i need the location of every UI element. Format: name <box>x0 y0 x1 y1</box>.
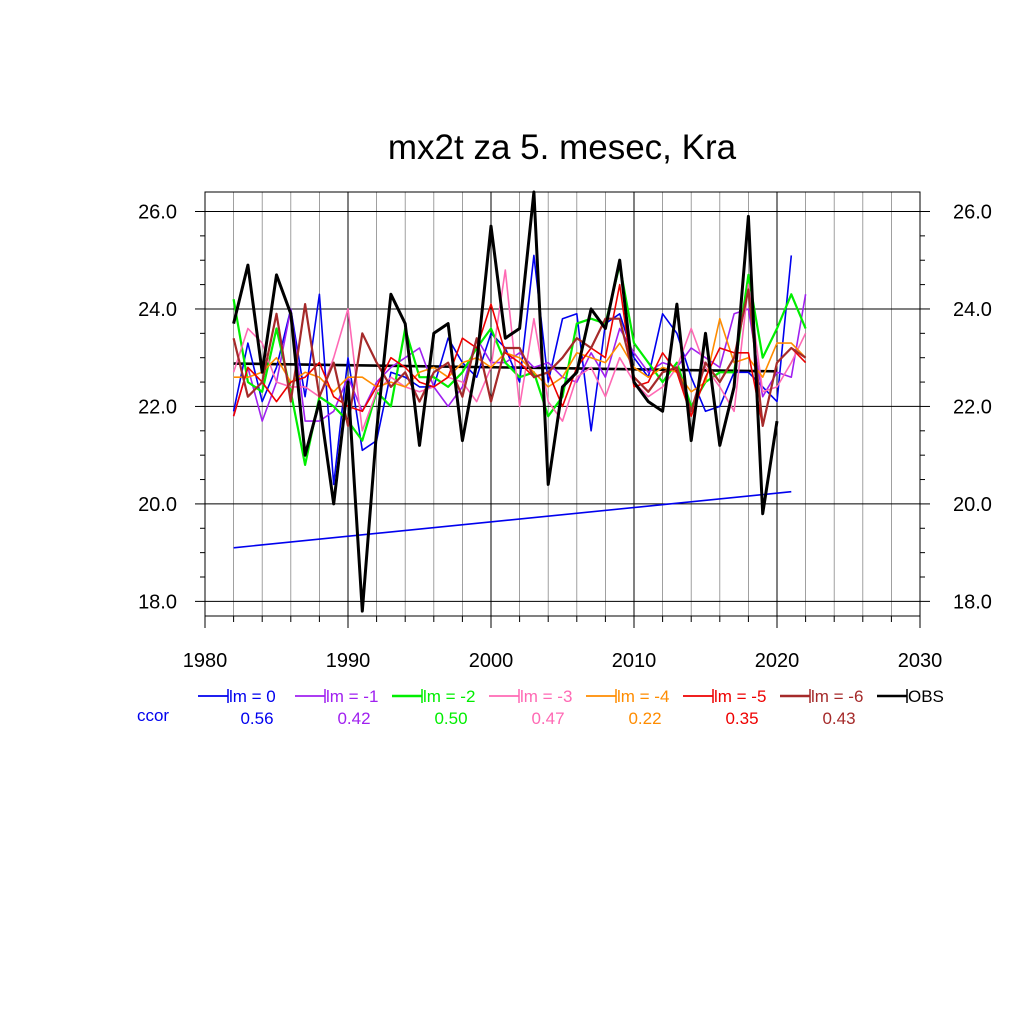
legend-ccor-4: 0.22 <box>628 709 661 728</box>
legend-ccor-6: 0.43 <box>822 709 855 728</box>
y-tick-label-right: 22.0 <box>953 396 992 418</box>
legend-label-6: lm = -6 <box>811 687 863 706</box>
legend-label-7: OBS <box>908 687 944 706</box>
legend-ccor-3: 0.47 <box>531 709 564 728</box>
grid <box>205 192 921 616</box>
x-tick-label: 1980 <box>183 650 228 672</box>
legend-ccor-1: 0.42 <box>337 709 370 728</box>
legend-label-3: lm = -3 <box>520 687 572 706</box>
tick-labels: 1980 1990 2000 2010 2020 2030 18.0 18.0 20.0 20.0… <box>138 201 992 672</box>
legend-ccor-5: 0.35 <box>725 709 758 728</box>
series-line-7 <box>232 190 779 613</box>
chart-title: mx2t za 5. mesec, Kra <box>388 128 737 167</box>
x-tick-label: 2000 <box>469 650 514 672</box>
series-lines <box>232 190 807 613</box>
ccor-label: ccor <box>137 706 169 725</box>
x-tick-label: 2010 <box>612 650 657 672</box>
legend: ccor lm = 0 0.56 lm = -1 0.42 lm = -2 0.50 lm … <box>137 687 944 728</box>
y-tick-label-right: 26.0 <box>953 201 992 223</box>
y-tick-label: 20.0 <box>138 494 177 516</box>
y-tick-label: 26.0 <box>138 201 177 223</box>
legend-label-5: lm = -5 <box>714 687 766 706</box>
y-tick-label-right: 24.0 <box>953 299 992 321</box>
axis-ticks <box>195 210 930 628</box>
legend-label-2: lm = -2 <box>423 687 475 706</box>
x-tick-label: 1990 <box>326 650 371 672</box>
y-tick-label: 22.0 <box>138 396 177 418</box>
trend-line-0 <box>233 490 792 549</box>
plot-frame <box>204 191 921 617</box>
y-tick-label: 18.0 <box>138 591 177 613</box>
y-tick-label: 24.0 <box>138 299 177 321</box>
x-tick-label: 2030 <box>898 650 943 672</box>
y-tick-label-right: 18.0 <box>953 591 992 613</box>
legend-label-4: lm = -4 <box>617 687 669 706</box>
legend-ccor-0: 0.56 <box>240 709 273 728</box>
trend-lines <box>233 362 792 549</box>
x-tick-label: 2020 <box>755 650 800 672</box>
legend-label-1: lm = -1 <box>326 687 378 706</box>
legend-ccor-2: 0.50 <box>434 709 467 728</box>
y-tick-label-right: 20.0 <box>953 494 992 516</box>
legend-label-0: lm = 0 <box>229 687 276 706</box>
